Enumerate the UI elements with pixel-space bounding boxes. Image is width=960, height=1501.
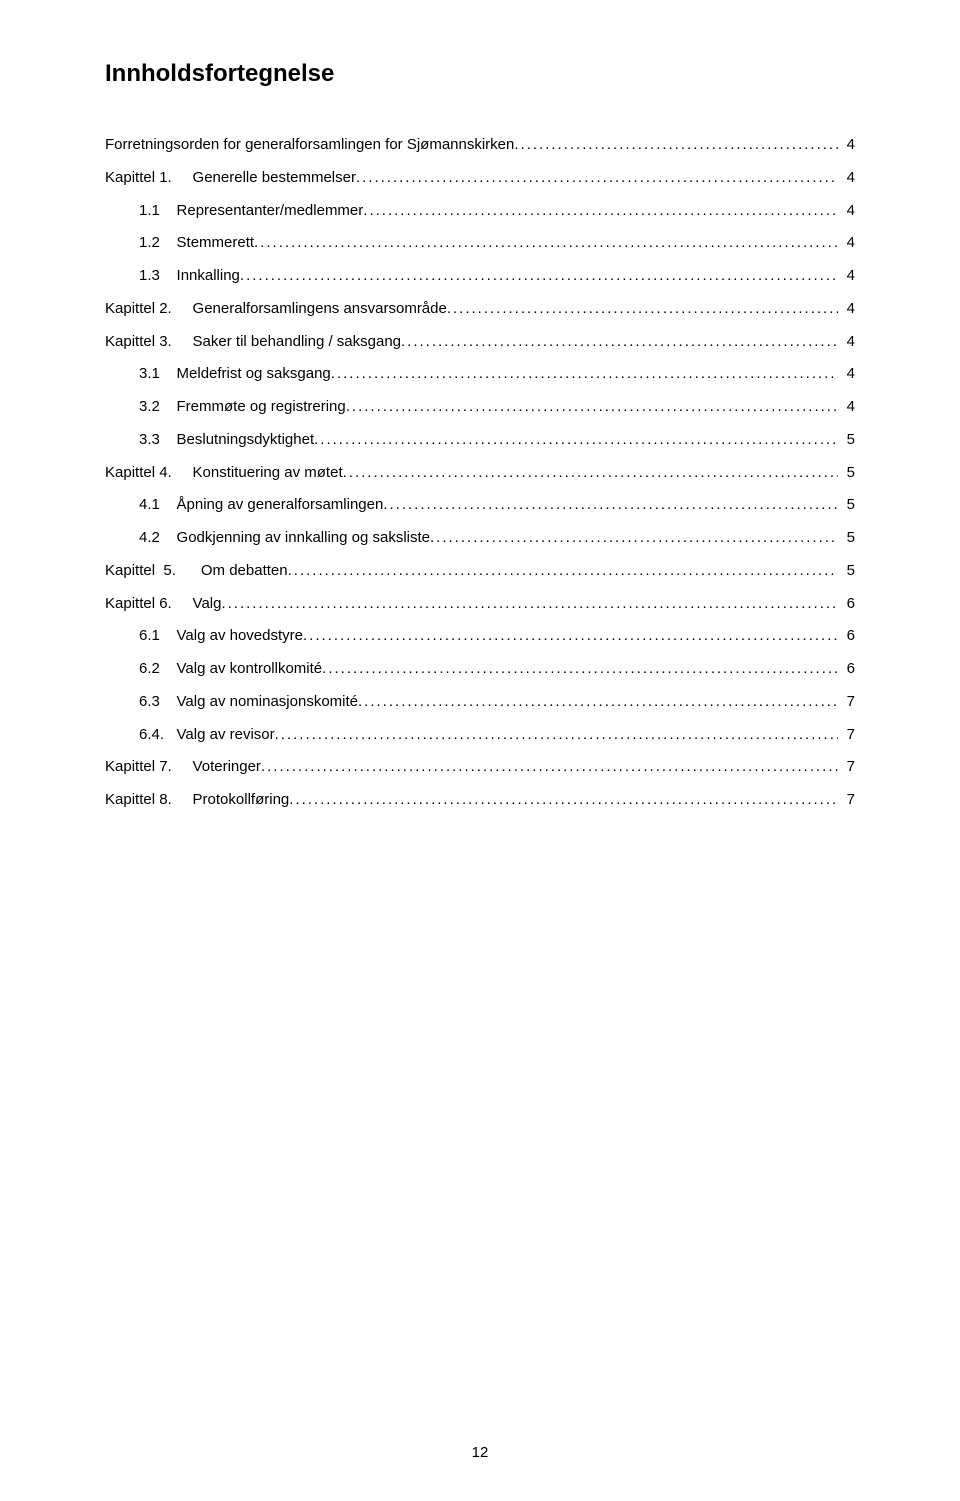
toc-entry-label: 6.2 Valg av kontrollkomité (139, 660, 322, 679)
toc-entry: Kapittel 7. Voteringer 7 (105, 758, 855, 777)
toc-entry-label: Forretningsorden for generalforsamlingen… (105, 136, 514, 155)
toc-list: Forretningsorden for generalforsamlingen… (105, 136, 855, 810)
toc-entry-page: 7 (838, 693, 855, 712)
toc-entry-label: Kapittel 1. Generelle bestemmelser (105, 169, 356, 188)
toc-entry-label: 3.2 Fremmøte og registrering (139, 398, 346, 417)
toc-leader-dots (261, 758, 839, 777)
toc-entry-page: 5 (838, 562, 855, 581)
toc-entry-page: 6 (838, 595, 855, 614)
toc-leader-dots (314, 431, 838, 450)
toc-entry: Kapittel 2. Generalforsamlingens ansvars… (105, 300, 855, 319)
toc-entry-label: 1.2 Stemmerett (139, 234, 254, 253)
toc-leader-dots (346, 398, 839, 417)
toc-entry: Kapittel 6. Valg 6 (105, 595, 855, 614)
toc-entry-page: 6 (838, 627, 855, 646)
toc-leader-dots (322, 660, 838, 679)
toc-entry-page: 6 (838, 660, 855, 679)
toc-title: Innholdsfortegnelse (105, 60, 855, 88)
toc-entry-page: 5 (838, 496, 855, 515)
toc-entry-label: 4.2 Godkjenning av innkalling og sakslis… (139, 529, 430, 548)
toc-entry: 1.3 Innkalling 4 (105, 267, 855, 286)
toc-entry-label: Kapittel 2. Generalforsamlingens ansvars… (105, 300, 447, 319)
toc-leader-dots (331, 365, 839, 384)
toc-entry-label: Kapittel 5. Om debatten (105, 562, 288, 581)
toc-entry-label: 6.3 Valg av nominasjonskomité (139, 693, 358, 712)
toc-entry: 3.1 Meldefrist og saksgang 4 (105, 365, 855, 384)
toc-entry-page: 5 (838, 464, 855, 483)
toc-leader-dots (383, 496, 838, 515)
toc-leader-dots (514, 136, 838, 155)
toc-entry-page: 4 (838, 365, 855, 384)
toc-leader-dots (430, 529, 838, 548)
toc-entry-page: 4 (838, 398, 855, 417)
toc-leader-dots (447, 300, 839, 319)
toc-entry: 6.3 Valg av nominasjonskomité 7 (105, 693, 855, 712)
toc-entry-label: 3.1 Meldefrist og saksgang (139, 365, 331, 384)
toc-leader-dots (254, 234, 838, 253)
toc-entry: 3.2 Fremmøte og registrering 4 (105, 398, 855, 417)
toc-entry: 6.4. Valg av revisor 7 (105, 726, 855, 745)
toc-entry-page: 4 (838, 333, 855, 352)
toc-entry: Kapittel 3. Saker til behandling / saksg… (105, 333, 855, 352)
toc-entry-page: 4 (838, 267, 855, 286)
toc-entry-page: 7 (838, 726, 855, 745)
toc-entry-page: 4 (838, 202, 855, 221)
toc-entry-page: 4 (838, 234, 855, 253)
toc-entry-page: 4 (838, 136, 855, 155)
toc-entry: Forretningsorden for generalforsamlingen… (105, 136, 855, 155)
toc-leader-dots (363, 202, 838, 221)
toc-leader-dots (401, 333, 838, 352)
toc-entry-page: 4 (838, 169, 855, 188)
toc-entry: Kapittel 4. Konstituering av møtet 5 (105, 464, 855, 483)
toc-entry-page: 5 (838, 431, 855, 450)
toc-leader-dots (288, 562, 839, 581)
page-number: 12 (0, 1444, 960, 1461)
toc-leader-dots (303, 627, 839, 646)
toc-entry-label: Kapittel 6. Valg (105, 595, 221, 614)
toc-entry-label: 1.1 Representanter/medlemmer (139, 202, 363, 221)
toc-entry-label: 4.1 Åpning av generalforsamlingen (139, 496, 383, 515)
toc-leader-dots (356, 169, 839, 188)
toc-leader-dots (221, 595, 838, 614)
toc-entry: 1.1 Representanter/medlemmer 4 (105, 202, 855, 221)
toc-entry-page: 7 (838, 791, 855, 810)
toc-entry: Kapittel 1. Generelle bestemmelser 4 (105, 169, 855, 188)
toc-entry-label: 3.3 Beslutningsdyktighet (139, 431, 314, 450)
toc-entry-label: 6.1 Valg av hovedstyre (139, 627, 303, 646)
toc-entry: 4.1 Åpning av generalforsamlingen 5 (105, 496, 855, 515)
toc-entry-label: Kapittel 8. Protokollføring (105, 791, 289, 810)
toc-entry-label: Kapittel 7. Voteringer (105, 758, 261, 777)
toc-leader-dots (358, 693, 838, 712)
toc-entry: 1.2 Stemmerett 4 (105, 234, 855, 253)
toc-entry-label: Kapittel 3. Saker til behandling / saksg… (105, 333, 401, 352)
toc-entry: Kapittel 5. Om debatten 5 (105, 562, 855, 581)
toc-leader-dots (275, 726, 839, 745)
toc-entry-label: Kapittel 4. Konstituering av møtet (105, 464, 343, 483)
toc-entry: 4.2 Godkjenning av innkalling og sakslis… (105, 529, 855, 548)
toc-entry-label: 1.3 Innkalling (139, 267, 240, 286)
toc-entry: 6.2 Valg av kontrollkomité 6 (105, 660, 855, 679)
toc-entry: 6.1 Valg av hovedstyre 6 (105, 627, 855, 646)
toc-entry-page: 5 (838, 529, 855, 548)
toc-entry-label: 6.4. Valg av revisor (139, 726, 275, 745)
toc-entry-page: 7 (838, 758, 855, 777)
toc-entry-page: 4 (838, 300, 855, 319)
toc-entry: Kapittel 8. Protokollføring 7 (105, 791, 855, 810)
toc-leader-dots (240, 267, 839, 286)
toc-leader-dots (343, 464, 839, 483)
toc-leader-dots (289, 791, 838, 810)
toc-entry: 3.3 Beslutningsdyktighet 5 (105, 431, 855, 450)
